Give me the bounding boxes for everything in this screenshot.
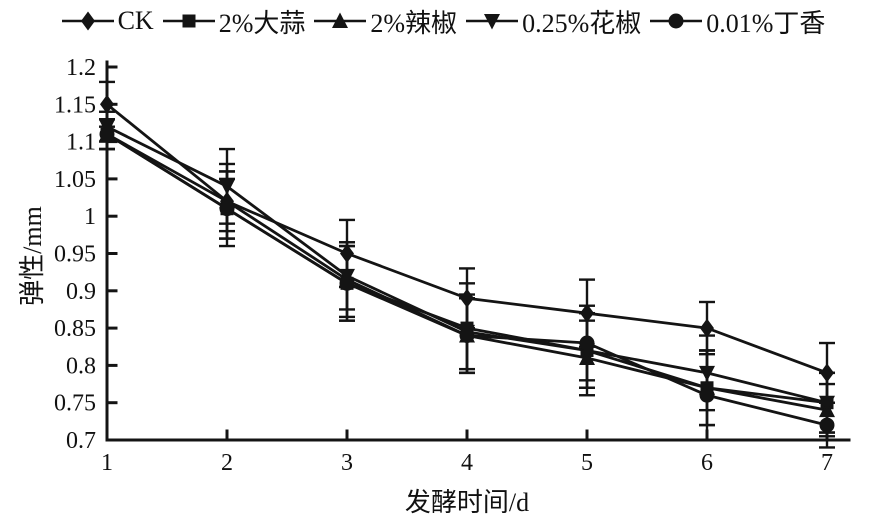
y-tick-label: 0.95 [54,242,96,268]
legend-item: 0.01%丁香 [649,3,825,40]
legend-marker-square [162,14,215,28]
legend-label: 2%辣椒 [370,8,458,38]
legend-label: 0.25%花椒 [522,8,642,38]
y-tick-label: 0.9 [66,279,96,305]
y-tick-label: 1.05 [54,167,96,193]
x-tick-label: 3 [341,450,353,476]
legend-label: 0.01%丁香 [706,8,826,38]
data-point-marker-circle [219,201,235,217]
data-point-marker-circle [668,13,684,29]
x-tick-label: 7 [821,450,833,476]
y-tick-label: 1.1 [66,130,96,156]
data-point-marker-diamond [580,303,594,323]
legend-marker-circle [650,13,703,29]
chart-legend: CK 2%大蒜 2%辣椒 0.25%花椒 0.01%丁香 [0,4,886,38]
y-tick-label: 0.85 [54,316,96,342]
data-point-marker-circle [459,328,475,344]
legend-marker-diamond [61,11,114,31]
y-axis-title: 弹性/mm [18,206,47,306]
x-tick-label: 1 [101,450,113,476]
data-point-marker-diamond [820,363,834,383]
legend-item: 0.25%花椒 [465,3,641,40]
legend-label: 2%大蒜 [218,8,306,38]
y-tick-label: 0.8 [66,353,96,379]
x-tick-label: 6 [701,450,713,476]
data-point-marker-circle [699,387,715,403]
x-tick-label: 4 [461,450,473,476]
data-point-marker-triangle-down [219,179,235,195]
x-axis-title: 发酵时间/d [404,488,530,517]
data-point-marker-circle [819,417,835,433]
data-point-marker-diamond [460,288,474,308]
error-bars [99,80,835,449]
x-tick-label: 5 [581,450,593,476]
data-point-marker-triangle-down [819,395,835,412]
axes [105,60,851,442]
data-point-marker-diamond [340,244,354,263]
data-point-marker-triangle-down [699,365,715,382]
data-point-marker-diamond [700,318,714,338]
y-tick-label: 1 [84,204,96,230]
data-point-marker-square [182,14,196,28]
data-point-marker-triangle-up [332,12,349,28]
legend-item: 2%辣椒 [313,3,457,40]
data-point-marker-diamond [80,11,95,31]
data-point-marker-triangle-down [484,14,501,30]
y-tick-label: 1.2 [66,55,96,81]
legend-marker-triangle-up [314,12,367,28]
series-markers-4 [99,126,835,433]
y-tick-label: 1.15 [54,92,96,118]
legend-label: CK [117,6,154,35]
legend-item: 2%大蒜 [162,3,306,40]
series-markers-0 [100,94,834,383]
x-tick-label: 2 [221,450,233,476]
y-tick-label: 0.75 [54,391,96,417]
y-tick-label: 0.7 [66,428,96,454]
legend-item: CK [61,6,154,36]
data-point-marker-circle [579,335,595,351]
data-point-marker-circle [339,275,355,291]
legend-marker-triangle-down [466,14,519,30]
